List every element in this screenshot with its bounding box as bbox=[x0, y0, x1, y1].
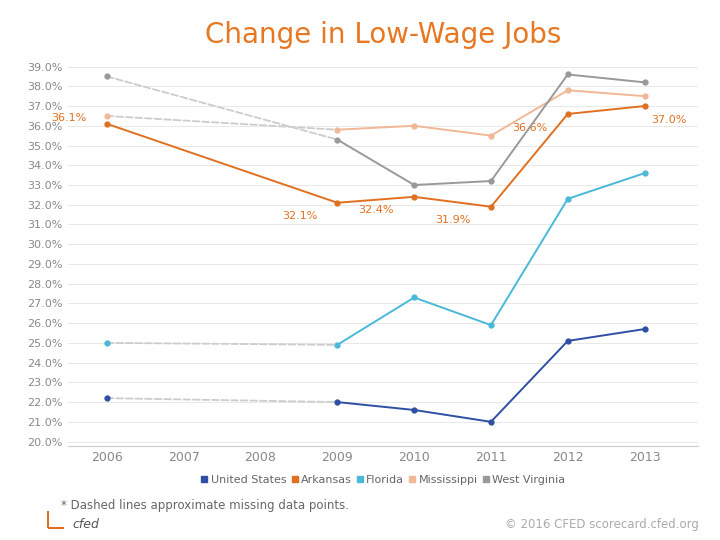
Text: 32.1%: 32.1% bbox=[282, 212, 317, 221]
Legend: United States, Arkansas, Florida, Mississippi, West Virginia: United States, Arkansas, Florida, Missis… bbox=[202, 475, 565, 485]
Text: 37.0%: 37.0% bbox=[652, 114, 687, 125]
Text: 31.9%: 31.9% bbox=[436, 215, 471, 225]
Text: cfed: cfed bbox=[73, 518, 99, 531]
Text: * Dashed lines approximate missing data points.: * Dashed lines approximate missing data … bbox=[61, 498, 349, 512]
Text: 32.4%: 32.4% bbox=[359, 206, 394, 215]
Text: 36.1%: 36.1% bbox=[51, 113, 86, 123]
Title: Change in Low-Wage Jobs: Change in Low-Wage Jobs bbox=[205, 21, 562, 49]
Text: 36.6%: 36.6% bbox=[512, 123, 547, 133]
Text: © 2016 CFED scorecard.cfed.org: © 2016 CFED scorecard.cfed.org bbox=[505, 518, 698, 531]
